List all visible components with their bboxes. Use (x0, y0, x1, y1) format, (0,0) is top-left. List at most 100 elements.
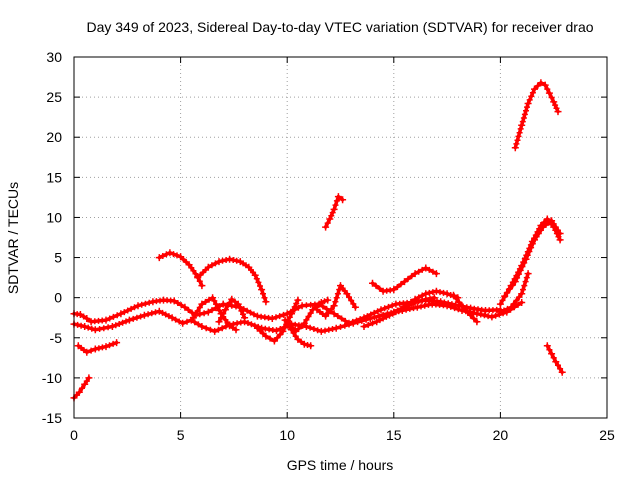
data-point (102, 316, 110, 324)
data-point (533, 233, 540, 240)
data-point (137, 313, 144, 320)
data-point (174, 252, 180, 259)
data-point (245, 320, 251, 326)
data-point (514, 137, 521, 144)
data-point (371, 314, 378, 321)
data-point (524, 100, 532, 107)
data-point (113, 339, 121, 347)
data-point (138, 301, 145, 308)
data-point (410, 305, 417, 312)
data-point (440, 289, 447, 296)
data-point (524, 252, 531, 259)
data-point (516, 129, 523, 136)
series-trace-20 (496, 270, 532, 316)
data-point (534, 82, 541, 89)
data-point (224, 303, 231, 310)
data-point (290, 307, 297, 314)
data-point (288, 310, 295, 318)
data-point (405, 301, 411, 308)
data-point (529, 240, 536, 247)
data-point (521, 282, 528, 289)
data-point (421, 302, 428, 309)
data-point (517, 125, 524, 132)
data-point (443, 302, 451, 310)
data-point (232, 326, 240, 334)
data-point (85, 324, 92, 331)
data-point (504, 305, 511, 312)
data-point (295, 304, 302, 311)
data-point (208, 262, 215, 269)
data-point (85, 374, 93, 382)
data-point (415, 294, 422, 301)
data-point (473, 310, 481, 318)
data-point (155, 254, 163, 262)
data-point (419, 266, 426, 273)
data-point (415, 268, 422, 275)
axis-ticks: 0 5 10 15 20 25 -15 -10 -5 0 5 10 15 20 25 30 (42, 49, 615, 443)
data-point (76, 311, 84, 318)
data-point (397, 305, 404, 312)
data-point (145, 311, 152, 318)
data-point (215, 258, 223, 266)
data-point (521, 111, 528, 118)
data-point (260, 290, 266, 297)
data-point (373, 282, 379, 289)
data-point (360, 323, 368, 330)
x-tick-label: 15 (386, 427, 402, 443)
data-point (307, 342, 315, 350)
data-point (488, 313, 496, 321)
data-point (317, 327, 325, 335)
data-point (336, 286, 343, 293)
data-point (226, 255, 234, 263)
data-point (211, 327, 219, 335)
data-point (236, 304, 243, 311)
data-point (515, 301, 521, 308)
data-point (422, 290, 430, 298)
data-point (322, 327, 328, 334)
series-trace-8 (215, 295, 249, 326)
chart-title: Day 349 of 2023, Sidereal Day-to-day VTE… (86, 19, 593, 35)
data-point (79, 385, 85, 392)
data-point (330, 310, 338, 318)
data-point (95, 345, 102, 352)
data-point (310, 326, 317, 332)
data-point (119, 319, 126, 326)
data-point (196, 278, 203, 285)
data-point (523, 107, 529, 114)
data-point (504, 289, 511, 296)
data-point (213, 301, 219, 308)
data-point (427, 295, 433, 302)
data-point (513, 297, 520, 304)
data-point (328, 212, 335, 219)
data-point (425, 301, 432, 308)
data-point (244, 307, 251, 314)
data-point (321, 298, 328, 305)
data-point (492, 312, 499, 319)
data-point (162, 311, 169, 318)
data-point (518, 299, 526, 306)
data-point (88, 347, 95, 354)
data-point (276, 313, 283, 320)
data-point (528, 93, 535, 100)
data-point (507, 303, 515, 311)
data-point (386, 311, 393, 319)
data-point (522, 278, 529, 285)
data-point (458, 302, 466, 310)
data-point (520, 115, 527, 121)
data-point (234, 320, 241, 327)
data-point (237, 319, 244, 326)
data-point (334, 290, 341, 297)
data-point (201, 310, 208, 317)
y-tick-label: 15 (46, 169, 62, 185)
data-point (341, 322, 348, 329)
data-point (369, 279, 376, 287)
data-point (556, 236, 564, 244)
data-point (106, 342, 113, 349)
data-point (461, 305, 468, 312)
data-point (307, 324, 314, 331)
data-point (74, 321, 81, 328)
data-point (284, 320, 291, 327)
data-point (518, 290, 526, 298)
data-point (447, 303, 454, 310)
data-point (194, 307, 201, 314)
